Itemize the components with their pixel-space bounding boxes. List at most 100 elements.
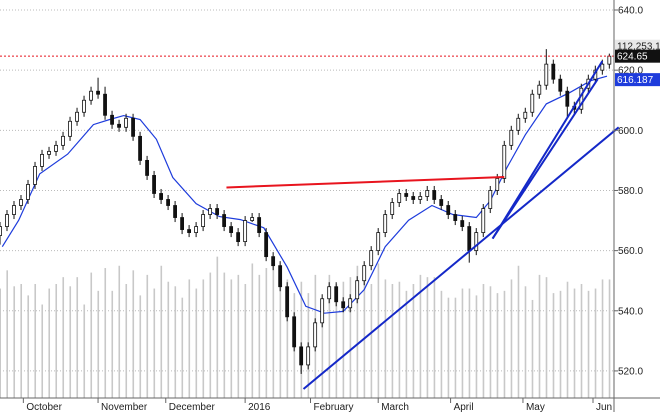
candle-body <box>278 265 283 288</box>
volume-bar <box>174 286 177 398</box>
candle-body <box>397 193 402 203</box>
x-tick-label: 2016 <box>248 402 271 412</box>
candle-body <box>229 226 234 233</box>
resistance-trendline <box>226 175 505 189</box>
candle-body <box>467 226 472 252</box>
candle-body <box>96 90 100 95</box>
volume-bar <box>265 268 268 398</box>
candle-body <box>432 190 437 200</box>
candle-body <box>383 214 388 233</box>
candle-body <box>369 250 374 267</box>
candle-body <box>495 178 500 191</box>
grid-lines <box>0 9 614 372</box>
candle-body <box>320 298 325 324</box>
candle-body <box>47 150 51 155</box>
candle-body <box>418 196 423 200</box>
x-tick-label: March <box>381 402 409 412</box>
volume-bar <box>202 279 205 398</box>
candle-body <box>222 214 227 227</box>
volume-bar <box>552 293 555 398</box>
volume-bar <box>412 284 415 398</box>
candle-body <box>250 217 255 221</box>
volume-value-tag-background <box>615 39 660 53</box>
volume-bar <box>517 265 520 398</box>
candle-body <box>551 63 556 80</box>
volume-bar <box>342 281 345 398</box>
candle-body <box>264 232 269 258</box>
candle-body <box>166 199 170 206</box>
candle-body <box>194 226 199 233</box>
candle-body <box>390 202 395 215</box>
candle-body <box>208 208 213 215</box>
volume-bar <box>454 297 457 398</box>
candle-body <box>530 93 535 113</box>
volume-bar <box>195 288 198 398</box>
candle-body <box>33 166 37 185</box>
candle-body <box>362 265 367 282</box>
trendlines <box>0 55 620 390</box>
candle-body <box>243 220 248 243</box>
volume-bar <box>209 272 212 398</box>
y-tick-label: 520.0 <box>618 366 643 377</box>
candle-body <box>292 316 297 348</box>
volume-bar <box>223 272 226 398</box>
volume-bar <box>601 279 604 398</box>
volume-bar <box>97 290 100 398</box>
candle-body <box>257 217 262 233</box>
candle-body <box>180 217 184 230</box>
y-tick-label: 640.0 <box>618 6 643 17</box>
candle-body <box>439 199 444 206</box>
volume-bar <box>160 265 163 398</box>
x-tick-label: May <box>526 402 545 412</box>
candle-body <box>453 214 458 221</box>
candle-body <box>40 153 44 167</box>
candle-body <box>348 298 353 309</box>
y-tick-label: 540.0 <box>618 306 643 317</box>
volume-bar <box>69 286 72 398</box>
volume-bar <box>76 277 79 398</box>
volume-bar <box>41 304 44 398</box>
candle-body <box>61 135 65 146</box>
volume-bar <box>27 295 30 398</box>
candle-body <box>411 196 416 200</box>
volume-bar <box>279 270 282 398</box>
volume-bar <box>188 279 191 398</box>
volume-bar <box>230 279 233 398</box>
y-tick-label: 580.0 <box>618 186 643 197</box>
volume-bar <box>398 281 401 398</box>
volume-bar <box>132 270 135 398</box>
volume-bar <box>13 286 16 398</box>
volume-bar <box>55 284 58 398</box>
x-tick-label: November <box>101 402 148 412</box>
x-tick-label: February <box>314 402 354 412</box>
candle-body <box>75 111 79 122</box>
candle-body <box>404 193 409 197</box>
candle-body <box>82 99 86 113</box>
volume-bar <box>111 290 114 398</box>
candle-body <box>138 135 142 161</box>
y-tick-label: 600.0 <box>618 126 643 137</box>
volume-bar <box>90 272 93 398</box>
x-tick-label: Jun <box>596 402 612 412</box>
candle-body <box>131 117 135 137</box>
candle-body <box>355 280 360 300</box>
volume-bar <box>545 277 548 398</box>
candle-body <box>481 208 486 233</box>
volume-bar <box>566 281 569 398</box>
candle-body <box>187 229 192 233</box>
candle-body <box>376 232 381 252</box>
volume-bar <box>0 288 1 398</box>
candle-body <box>236 232 241 243</box>
candle-body <box>537 84 542 95</box>
candle-body <box>544 63 549 86</box>
volume-bar <box>503 290 506 398</box>
volume-bar <box>580 284 583 398</box>
volume-bar <box>510 279 513 398</box>
candle-body <box>285 286 290 318</box>
volume-bar <box>328 274 331 398</box>
volume-bar <box>524 286 527 398</box>
candle-body <box>0 226 2 236</box>
volume-bar <box>475 295 478 398</box>
